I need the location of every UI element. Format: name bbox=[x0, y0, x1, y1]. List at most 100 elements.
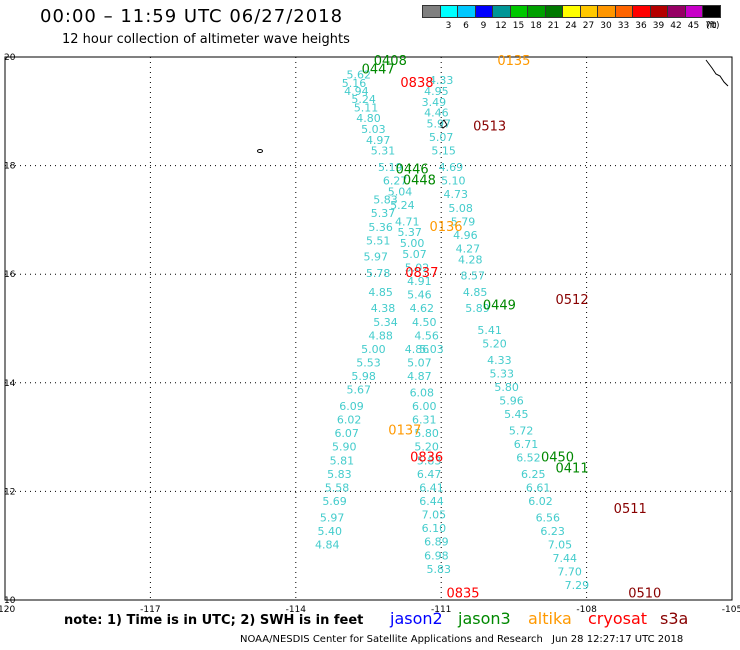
wave-height-value: 4.96 bbox=[453, 229, 478, 242]
pass-time-label: 0836 bbox=[410, 451, 443, 466]
pass-time-label: 0449 bbox=[483, 298, 516, 313]
wave-height-value: 6.47 bbox=[417, 468, 442, 481]
wave-height-value: 4.28 bbox=[458, 253, 483, 266]
wave-height-value: 4.27 bbox=[456, 242, 481, 255]
wave-height-value: 6.09 bbox=[339, 400, 364, 413]
wave-height-value: 5.37 bbox=[397, 226, 422, 239]
wave-height-value: 5.67 bbox=[347, 384, 372, 397]
map-frame bbox=[4, 56, 733, 601]
wave-height-value: 5.96 bbox=[499, 395, 524, 408]
page-subtitle: 12 hour collection of altimeter wave hei… bbox=[62, 32, 350, 47]
color-scale-label: 27 bbox=[582, 21, 595, 31]
wave-height-value: 6.31 bbox=[412, 414, 437, 427]
wave-height-value: 5.78 bbox=[366, 267, 391, 280]
wave-height-value: 5.24 bbox=[351, 93, 376, 106]
legend-item-altika: altika bbox=[528, 609, 572, 628]
wave-height-value: 5.80 bbox=[494, 381, 519, 394]
color-scale-cell: 9 bbox=[474, 5, 493, 31]
wave-height-value: 5.03 bbox=[361, 123, 386, 136]
wave-height-value: 4.95 bbox=[424, 85, 449, 98]
wave-height-value: 4.62 bbox=[410, 302, 435, 315]
color-scale-label: 21 bbox=[547, 21, 560, 31]
wave-height-value: 5.00 bbox=[400, 237, 425, 250]
wave-height-value: 4.88 bbox=[368, 329, 393, 342]
wave-height-value: 6.41 bbox=[419, 481, 444, 494]
pass-time-label: 0512 bbox=[556, 293, 589, 308]
wave-height-value: 5.97 bbox=[320, 511, 345, 524]
wave-height-value: 5.07 bbox=[402, 248, 427, 261]
wave-height-value: 5.41 bbox=[477, 324, 502, 337]
wave-height-value: 4.84 bbox=[315, 538, 340, 551]
wave-height-value: 4.38 bbox=[371, 302, 396, 315]
legend-item-cryosat: cryosat bbox=[588, 609, 648, 628]
wave-height-value: 4.73 bbox=[443, 188, 468, 201]
wave-height-value: 7.70 bbox=[557, 566, 582, 579]
wave-height-value: 4.56 bbox=[414, 329, 439, 342]
pass-time-label: 0448 bbox=[403, 174, 436, 189]
wave-height-value: 7.05 bbox=[422, 509, 447, 522]
pass-time-label: 0408 bbox=[374, 54, 407, 69]
longitude-tick-label: -117 bbox=[140, 605, 160, 615]
wave-height-value: 5.80 bbox=[414, 427, 439, 440]
wave-height-value: 5.53 bbox=[356, 357, 381, 370]
wave-height-value: 5.51 bbox=[366, 234, 391, 247]
legend-item-s3a: s3a bbox=[660, 609, 689, 628]
color-scale-label: 9 bbox=[480, 21, 487, 31]
wave-height-value: 6.08 bbox=[410, 386, 435, 399]
wave-height-value: 5.16 bbox=[342, 77, 367, 90]
island-marker bbox=[439, 119, 448, 129]
wave-height-value: 5.37 bbox=[371, 207, 396, 220]
wave-height-value: 5.46 bbox=[407, 289, 432, 302]
wave-height-value: 5.34 bbox=[373, 316, 398, 329]
wave-height-value: 4.80 bbox=[356, 112, 381, 125]
wave-height-value: 4.46 bbox=[424, 107, 449, 120]
color-scale-cell: 24 bbox=[562, 5, 581, 31]
longitude-tick-label: -114 bbox=[286, 605, 307, 615]
wave-height-value: 5.89 bbox=[465, 302, 490, 315]
color-scale-label: 39 bbox=[652, 21, 665, 31]
wave-height-value: 7.44 bbox=[553, 552, 578, 565]
generated-timestamp: Jun 28 12:27:17 UTC 2018 bbox=[552, 634, 684, 645]
wave-height-value: 6.98 bbox=[424, 549, 449, 562]
wave-height-value: 6.71 bbox=[514, 438, 539, 451]
color-scale-label: 18 bbox=[530, 21, 542, 31]
color-scale-unit: (ft) bbox=[706, 21, 720, 31]
wave-height-value: 4.97 bbox=[366, 134, 391, 147]
wave-height-value: 4.71 bbox=[395, 215, 420, 228]
longitude-tick-label: -120 bbox=[0, 605, 15, 615]
coastline bbox=[705, 59, 729, 87]
wave-height-value: 3.49 bbox=[422, 96, 447, 109]
latitude-tick-label: 12 bbox=[4, 487, 15, 497]
wave-height-value: 4.85 bbox=[463, 286, 488, 299]
color-scale-label: 3 bbox=[445, 21, 452, 31]
color-scale-cell: 27 bbox=[579, 5, 598, 31]
color-scale-label: 33 bbox=[617, 21, 630, 31]
wave-height-value: 4.85 bbox=[368, 286, 393, 299]
wave-height-value: 5.33 bbox=[490, 367, 515, 380]
wave-height-value: 6.44 bbox=[419, 495, 444, 508]
pass-time-label: 0411 bbox=[556, 461, 589, 476]
wave-height-value: 5.07 bbox=[407, 357, 432, 370]
wave-height-value: 5.15 bbox=[431, 145, 456, 158]
pass-time-label: 0510 bbox=[628, 586, 661, 601]
wave-height-value: 5.62 bbox=[347, 69, 372, 82]
wave-height-value: 5.24 bbox=[390, 199, 415, 212]
wave-height-value: 6.89 bbox=[424, 536, 449, 549]
wave-height-value: 5.31 bbox=[371, 145, 396, 158]
latitude-tick-label: 14 bbox=[4, 379, 16, 389]
pass-time-label: 0137 bbox=[388, 423, 421, 438]
color-scale-cell: 45 bbox=[684, 5, 703, 31]
wave-height-value: 4.50 bbox=[412, 316, 437, 329]
wave-height-value: 5.11 bbox=[354, 101, 379, 114]
wave-height-value: 5.19 bbox=[378, 161, 403, 174]
wave-height-value: 5.45 bbox=[504, 408, 529, 421]
wave-height-value: 4.94 bbox=[344, 85, 369, 98]
wave-height-value: 5.90 bbox=[332, 441, 357, 454]
color-scale-label: 45 bbox=[687, 21, 700, 31]
wave-height-value: 5.83 bbox=[427, 563, 452, 576]
wave-height-value: 5.83 bbox=[373, 194, 398, 207]
longitude-tick-label: -105 bbox=[722, 605, 740, 615]
wave-height-value: 5.08 bbox=[448, 202, 473, 215]
